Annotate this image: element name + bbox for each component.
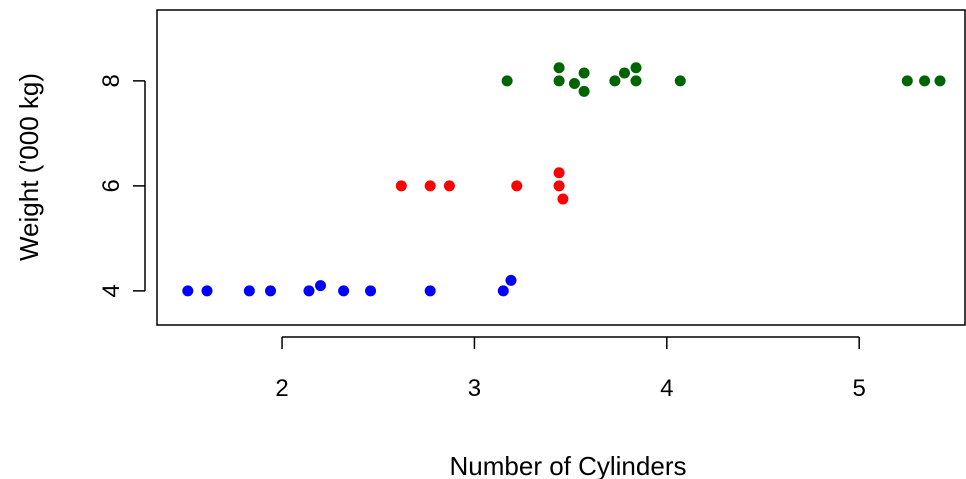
data-point (265, 285, 277, 297)
data-point (553, 167, 565, 179)
data-point (443, 180, 455, 192)
y-axis-title: Weight ('000 kg) (14, 73, 44, 261)
data-point (424, 285, 436, 297)
data-point (511, 180, 523, 192)
data-point (338, 285, 350, 297)
data-point (578, 67, 590, 79)
data-point (182, 285, 194, 297)
data-point (553, 180, 565, 192)
data-point (934, 75, 946, 87)
data-point (553, 62, 565, 74)
data-point (395, 180, 407, 192)
data-point (365, 285, 377, 297)
data-point (919, 75, 931, 87)
data-point (303, 285, 315, 297)
data-point (630, 62, 642, 74)
data-points (182, 62, 946, 297)
data-point (557, 193, 569, 205)
data-point (568, 78, 580, 89)
y-tick-label: 4 (98, 284, 125, 297)
data-point (901, 75, 913, 87)
data-point (424, 180, 436, 192)
x-axis: 2 3 4 5 (275, 336, 866, 402)
data-point (243, 285, 255, 297)
data-point (201, 285, 213, 297)
x-tick-label: 4 (660, 375, 673, 402)
data-point (553, 75, 565, 87)
data-point (609, 75, 621, 87)
y-tick-label: 6 (98, 179, 125, 192)
y-tick-label: 8 (98, 74, 125, 87)
data-point (674, 75, 686, 87)
data-point (630, 75, 642, 87)
data-point (497, 285, 509, 297)
data-point (315, 280, 327, 292)
data-point (505, 274, 517, 286)
x-axis-title: Number of Cylinders (450, 451, 687, 479)
y-axis: 4 6 8 (98, 74, 146, 298)
x-tick-label: 5 (853, 375, 866, 402)
x-tick-label: 2 (275, 375, 288, 402)
x-tick-label: 3 (468, 375, 481, 402)
data-point (501, 75, 513, 87)
data-point (618, 67, 630, 79)
plot-frame (156, 9, 966, 326)
data-point (578, 85, 590, 97)
